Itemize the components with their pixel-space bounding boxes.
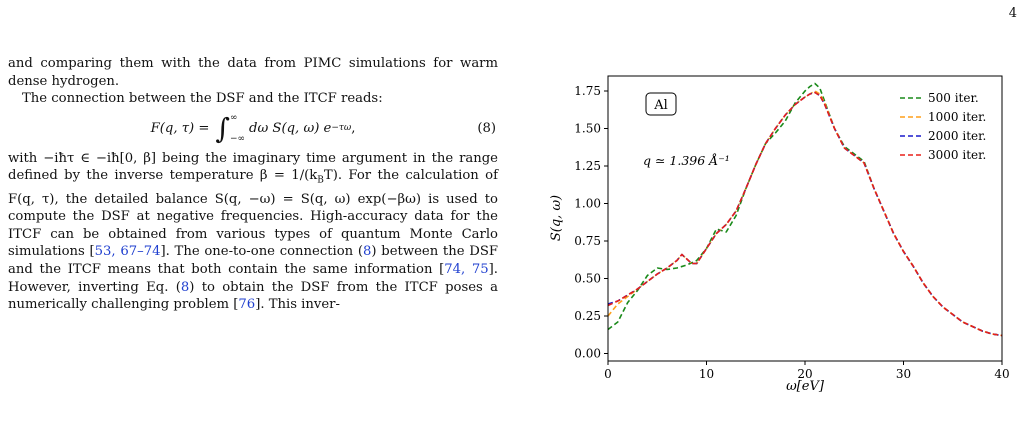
integral-sign: ∫ — [215, 111, 230, 145]
x-axis-label: ω[eV] — [786, 379, 825, 394]
text-run: with −iħτ ∈ −iħ[0, β] being the imaginar… — [8, 150, 498, 184]
legend-label: 1000 iter. — [928, 110, 986, 124]
x-tick-label: 10 — [699, 367, 714, 381]
axes-layer: 0 10 20 30 40 0.00 0.25 0.50 0.75 1.00 1.25 1.50 1.7… — [574, 84, 1009, 381]
equation-lhs: F(q, τ) = — [150, 120, 210, 136]
paragraph: and comparing them with the data from PI… — [8, 56, 498, 89]
text-run: ]. The one-to-one connection ( — [160, 244, 364, 260]
paragraph: The connection between the DSF and the I… — [22, 91, 383, 107]
figure: 0 10 20 30 40 0.00 0.25 0.50 0.75 1.00 1.25 1.50 1.7… — [540, 56, 1020, 408]
page-number: 4 — [1008, 6, 1017, 21]
paragraph: with −iħτ ∈ −iħ[0, β] being the imaginar… — [8, 150, 498, 314]
y-tick-label: 1.75 — [574, 84, 601, 98]
x-tick-label: 0 — [604, 367, 612, 381]
wavevector-annotation: q ≃ 1.396 Å⁻¹ — [643, 153, 730, 168]
upper-limit: ∞ — [230, 112, 238, 123]
equation-tail: , — [351, 120, 356, 136]
series-layer — [607, 82, 1003, 337]
equation-exponent: −τω — [331, 122, 352, 133]
legend-label: 2000 iter. — [928, 129, 986, 143]
equation-body: dω S(q, ω) e — [249, 120, 332, 136]
series-line — [607, 91, 1003, 337]
subscript-b: B — [317, 176, 324, 187]
legend-label: 500 iter. — [928, 91, 979, 105]
y-tick-label: 1.25 — [574, 159, 601, 173]
series-line — [607, 82, 1003, 337]
dsf-line-chart: 0 10 20 30 40 0.00 0.25 0.50 0.75 1.00 1.25 1.50 1.7… — [549, 75, 1010, 394]
equation-8: F(q, τ) = ∫ ∞ −∞ dω S(q, ω) e −τω, (8) — [8, 108, 498, 150]
y-axis-label: S(q, ω) — [549, 195, 564, 241]
y-tick-label: 1.00 — [574, 197, 601, 211]
series-line — [607, 90, 1003, 337]
text-run: ]. This inver- — [255, 297, 340, 313]
body-text-column: and comparing them with the data from PI… — [8, 55, 498, 314]
y-tick-label: 0.50 — [574, 272, 601, 286]
equation-link[interactable]: 8 — [363, 244, 372, 260]
legend: 500 iter. 1000 iter. 2000 iter. 3000 iter. — [900, 91, 986, 162]
material-box-border — [645, 92, 677, 116]
x-tick-label: 30 — [896, 367, 911, 381]
lower-limit: −∞ — [230, 133, 246, 144]
equation-number: (8) — [477, 120, 496, 136]
legend-label: 3000 iter. — [928, 148, 986, 162]
citation-link[interactable]: 76 — [238, 297, 256, 313]
material-label: Al — [653, 98, 668, 113]
text-run: ]. However, inverting Eq. ( — [8, 261, 498, 295]
equation-link[interactable]: 8 — [180, 279, 190, 295]
y-tick-label: 0.75 — [574, 234, 601, 248]
text-run: ) to obtain the DSF from the ITCF poses … — [8, 279, 498, 313]
text-run: ) between the DSF and the ITCF means tha… — [8, 244, 499, 277]
y-tick-label: 1.50 — [574, 122, 601, 136]
integral-limits: ∞ −∞ — [230, 112, 246, 144]
x-tick-label: 40 — [994, 367, 1009, 381]
text-run: T). For the calculation of F(q, τ), the … — [8, 168, 498, 260]
material-label-box: Al — [645, 92, 677, 116]
citation-link[interactable]: 53, 67–74 — [94, 244, 161, 260]
y-tick-label: 0.25 — [574, 309, 601, 323]
x-tick-label: 20 — [797, 367, 812, 381]
plot-frame — [607, 75, 1003, 362]
y-tick-label: 0.00 — [574, 347, 601, 361]
citation-link[interactable]: 74, 75 — [444, 261, 489, 277]
